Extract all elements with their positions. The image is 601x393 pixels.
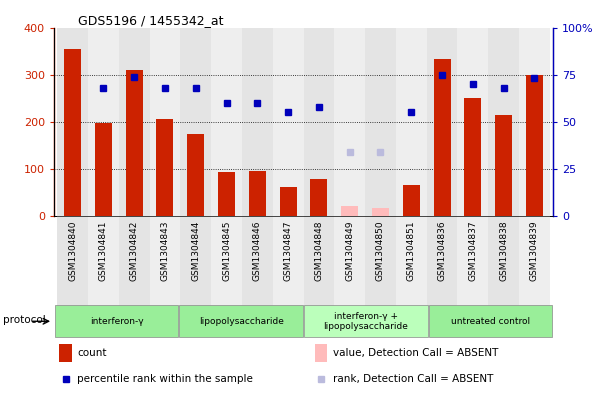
Bar [519, 216, 550, 307]
Text: GSM1304838: GSM1304838 [499, 221, 508, 281]
Bar [180, 28, 211, 216]
Bar [119, 28, 150, 216]
Bar [427, 216, 457, 307]
Text: GSM1304846: GSM1304846 [253, 221, 262, 281]
Text: GSM1304837: GSM1304837 [468, 221, 477, 281]
Bar [396, 216, 427, 307]
Bar [279, 187, 296, 216]
Bar [457, 216, 488, 307]
Bar [334, 216, 365, 307]
Text: GSM1304839: GSM1304839 [530, 221, 539, 281]
Text: GSM1304848: GSM1304848 [314, 221, 323, 281]
Bar [95, 123, 112, 216]
Bar [341, 206, 358, 216]
Text: GSM1304843: GSM1304843 [160, 221, 169, 281]
Bar [64, 49, 81, 216]
Bar [495, 115, 512, 216]
Bar [273, 216, 304, 307]
Text: GSM1304851: GSM1304851 [407, 221, 416, 281]
Bar [150, 216, 180, 307]
Text: interferon-γ +
lipopolysaccharide: interferon-γ + lipopolysaccharide [323, 312, 408, 331]
Bar [304, 305, 427, 337]
Bar [311, 179, 328, 216]
Bar [211, 216, 242, 307]
Bar [242, 28, 273, 216]
Bar [304, 28, 334, 216]
Bar [59, 344, 72, 362]
Text: count: count [77, 348, 106, 358]
Bar [242, 216, 273, 307]
Bar [427, 28, 457, 216]
Text: GSM1304840: GSM1304840 [68, 221, 77, 281]
Text: GSM1304847: GSM1304847 [284, 221, 293, 281]
Text: GSM1304841: GSM1304841 [99, 221, 108, 281]
Text: GSM1304849: GSM1304849 [345, 221, 354, 281]
Bar [218, 172, 235, 216]
Bar [119, 216, 150, 307]
Text: interferon-γ: interferon-γ [90, 317, 143, 326]
Text: lipopolysaccharide: lipopolysaccharide [199, 317, 284, 326]
Bar [334, 28, 365, 216]
Text: GSM1304845: GSM1304845 [222, 221, 231, 281]
Bar [150, 28, 180, 216]
Bar [365, 28, 396, 216]
Bar [57, 216, 88, 307]
Bar [57, 28, 88, 216]
Bar [488, 28, 519, 216]
Text: rank, Detection Call = ABSENT: rank, Detection Call = ABSENT [332, 374, 493, 384]
Bar [180, 305, 303, 337]
Bar [465, 98, 481, 216]
Bar [180, 216, 211, 307]
Text: value, Detection Call = ABSENT: value, Detection Call = ABSENT [332, 348, 498, 358]
Bar [433, 59, 451, 216]
Text: GSM1304850: GSM1304850 [376, 221, 385, 281]
Bar [519, 28, 550, 216]
Bar [249, 171, 266, 216]
Bar [488, 216, 519, 307]
Bar [315, 344, 328, 362]
Text: percentile rank within the sample: percentile rank within the sample [77, 374, 253, 384]
Bar [365, 216, 396, 307]
Bar [403, 185, 419, 216]
Bar [126, 70, 142, 216]
Text: untreated control: untreated control [451, 317, 530, 326]
Bar [88, 216, 119, 307]
Bar [304, 216, 334, 307]
Bar [55, 305, 178, 337]
Bar [188, 134, 204, 216]
Bar [273, 28, 304, 216]
Bar [88, 28, 119, 216]
Text: GSM1304844: GSM1304844 [191, 221, 200, 281]
Text: GDS5196 / 1455342_at: GDS5196 / 1455342_at [78, 14, 224, 27]
Text: GSM1304836: GSM1304836 [438, 221, 447, 281]
Bar [396, 28, 427, 216]
Bar [156, 119, 174, 216]
Text: protocol: protocol [3, 315, 46, 325]
Bar [526, 75, 543, 216]
Bar [457, 28, 488, 216]
Text: GSM1304842: GSM1304842 [130, 221, 139, 281]
Bar [211, 28, 242, 216]
Bar [372, 208, 389, 216]
Bar [429, 305, 552, 337]
